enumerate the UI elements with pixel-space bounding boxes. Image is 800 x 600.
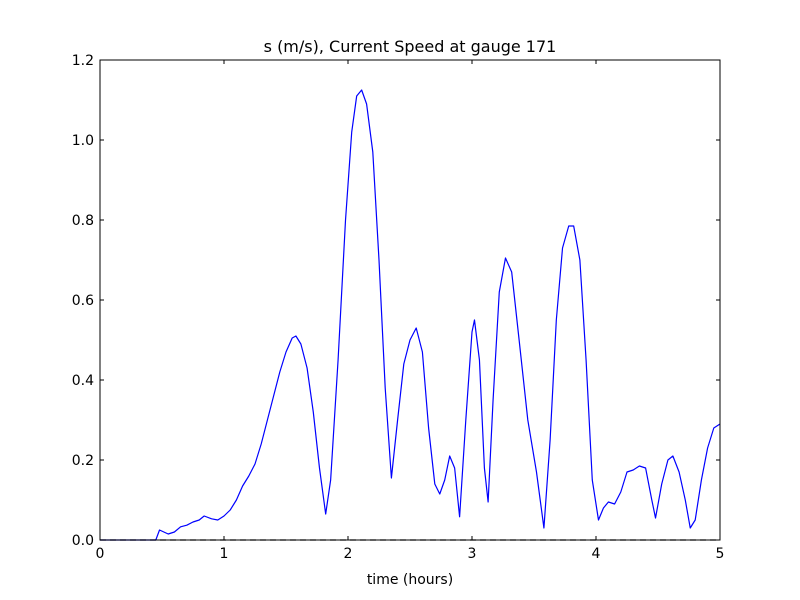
chart-title: s (m/s), Current Speed at gauge 171 bbox=[264, 37, 557, 56]
y-tick-label: 0.2 bbox=[72, 453, 94, 469]
y-tick-label: 0.4 bbox=[72, 373, 94, 389]
data-line bbox=[100, 89, 721, 541]
y-tick-label: 0.6 bbox=[72, 293, 94, 309]
y-tick-label: 0.8 bbox=[72, 213, 94, 229]
x-tick-label: 1 bbox=[220, 546, 229, 562]
x-tick-label: 3 bbox=[468, 546, 477, 562]
y-tick-label: 1.0 bbox=[72, 133, 94, 149]
x-tick-label: 2 bbox=[344, 546, 353, 562]
y-tick-label: 1.2 bbox=[72, 53, 94, 69]
x-tick-label: 0 bbox=[96, 546, 105, 562]
x-tick-label: 5 bbox=[716, 546, 725, 562]
x-tick-label: 4 bbox=[592, 546, 601, 562]
x-axis-label: time (hours) bbox=[367, 572, 453, 588]
y-tick-label: 0.0 bbox=[72, 533, 94, 549]
